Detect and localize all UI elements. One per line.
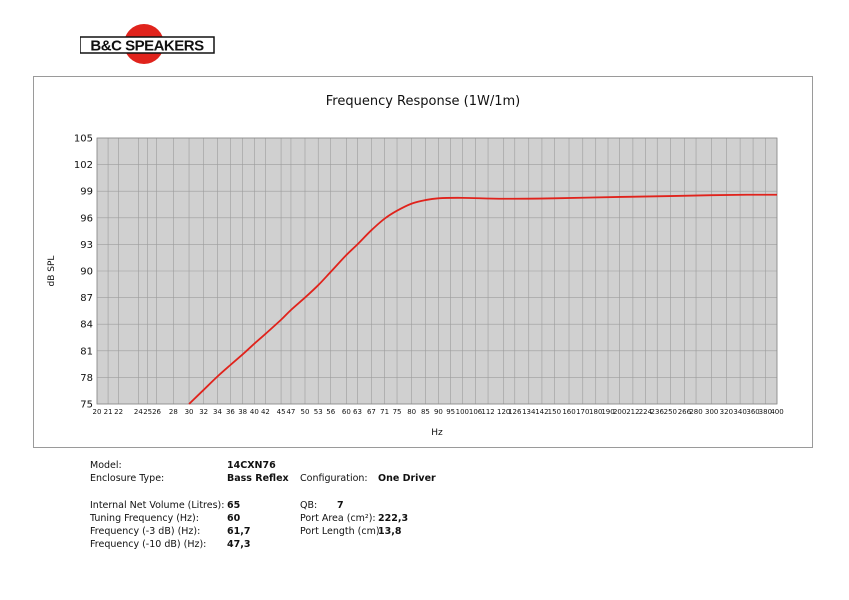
x-tick-label: 32 [199,408,208,416]
y-tick-label: 90 [80,267,93,278]
y-tick-label: 105 [74,134,93,145]
x-tick-label: 112 [481,408,494,416]
x-tick-label: 20 [93,408,102,416]
x-tick-label: 95 [446,408,455,416]
x-tick-label: 170 [576,408,589,416]
y-tick-label: 93 [80,240,93,251]
volume-value: 65 [227,500,241,511]
y-tick-label: 84 [80,320,93,331]
qb-label: QB: [300,500,318,511]
x-tick-label: 212 [626,408,639,416]
x-tick-label: 360 [746,408,759,416]
x-tick-label: 56 [326,408,335,416]
x-tick-label: 34 [213,408,222,416]
f10-label: Frequency (-10 dB) (Hz): [90,539,207,550]
y-tick-label: 81 [80,346,93,357]
x-tick-label: 25 [143,408,152,416]
x-tick-label: 142 [535,408,548,416]
x-tick-label: 320 [720,408,733,416]
f10-value: 47,3 [227,539,251,550]
port-area-label: Port Area (cm²): [300,513,376,524]
f3-value: 61,7 [227,526,251,537]
y-tick-label: 78 [80,373,93,384]
x-tick-label: 30 [185,408,194,416]
x-tick-label: 300 [705,408,718,416]
x-tick-label: 38 [238,408,247,416]
x-tick-label: 106 [469,408,483,416]
x-tick-label: 26 [152,408,161,416]
frequency-response-chart: Frequency Response (1W/1m) 7578818487909… [47,94,784,438]
x-tick-label: 24 [134,408,143,416]
brand-logo: B&C SPEAKERS [79,22,215,66]
x-tick-label: 200 [613,408,626,416]
x-tick-label: 50 [301,408,310,416]
qb-value: 7 [337,500,344,511]
volume-label: Internal Net Volume (Litres): [90,500,225,511]
x-tick-label: 100 [456,408,469,416]
x-tick-label: 53 [314,408,323,416]
frequency-response-line [188,193,778,405]
x-tick-label: 40 [250,408,259,416]
x-tick-label: 266 [678,408,692,416]
x-tick-label: 224 [639,408,653,416]
x-tick-label: 71 [380,408,389,416]
y-tick-label: 75 [80,400,93,411]
x-tick-label: 36 [226,408,235,416]
x-tick-label: 85 [421,408,430,416]
port-length-label: Port Length (cm): [300,526,383,537]
x-axis-label: Hz [431,428,443,438]
port-area-value: 222,3 [378,513,409,524]
y-tick-label: 99 [80,187,93,198]
f3-label: Frequency (-3 dB) (Hz): [90,526,201,537]
x-tick-label: 63 [353,408,362,416]
x-tick-label: 236 [651,408,665,416]
x-tick-label: 160 [562,408,575,416]
x-tick-label: 250 [664,408,677,416]
x-tick-label: 180 [589,408,602,416]
y-tick-label: 87 [80,293,93,304]
x-tick-label: 80 [407,408,416,416]
plot-frame [96,137,778,405]
x-tick-label: 75 [393,408,402,416]
enclosure-value: Bass Reflex [227,473,289,484]
configuration-value: One Driver [378,473,436,484]
chart-title: Frequency Response (1W/1m) [326,94,520,109]
x-tick-label: 340 [733,408,746,416]
chart-panel: Frequency Response (1W/1m) 75 78 81 84 87 90 9… [33,76,813,448]
enclosure-label: Enclosure Type: [90,473,165,484]
x-tick-label: 190 [601,408,614,416]
logo-text: B&C SPEAKERS [90,38,204,55]
x-tick-label: 67 [367,408,376,416]
model-label: Model: [90,460,122,471]
x-tick-label: 120 [497,408,510,416]
configuration-label: Configuration: [300,473,368,484]
x-tick-label: 380 [759,408,772,416]
x-tick-label: 90 [434,408,443,416]
x-tick-label: 22 [114,408,123,416]
tuning-label: Tuning Frequency (Hz): [90,513,199,524]
y-tick-label: 102 [74,160,93,171]
x-tick-label: 47 [286,408,295,416]
x-tick-label: 21 [104,408,113,416]
x-tick-label: 134 [522,408,536,416]
x-tick-label: 45 [277,408,286,416]
port-length-value: 13,8 [378,526,402,537]
x-tick-label: 280 [689,408,702,416]
y-tick-label: 96 [80,213,93,224]
model-value: 14CXN76 [227,460,276,471]
x-tick-label: 28 [169,408,178,416]
tuning-value: 60 [227,513,241,524]
x-tick-label: 60 [342,408,351,416]
x-tick-label: 42 [261,408,270,416]
x-tick-label: 150 [548,408,561,416]
x-tick-label: 400 [770,408,783,416]
x-tick-label: 126 [508,408,522,416]
y-axis-label: dB SPL [47,256,57,287]
